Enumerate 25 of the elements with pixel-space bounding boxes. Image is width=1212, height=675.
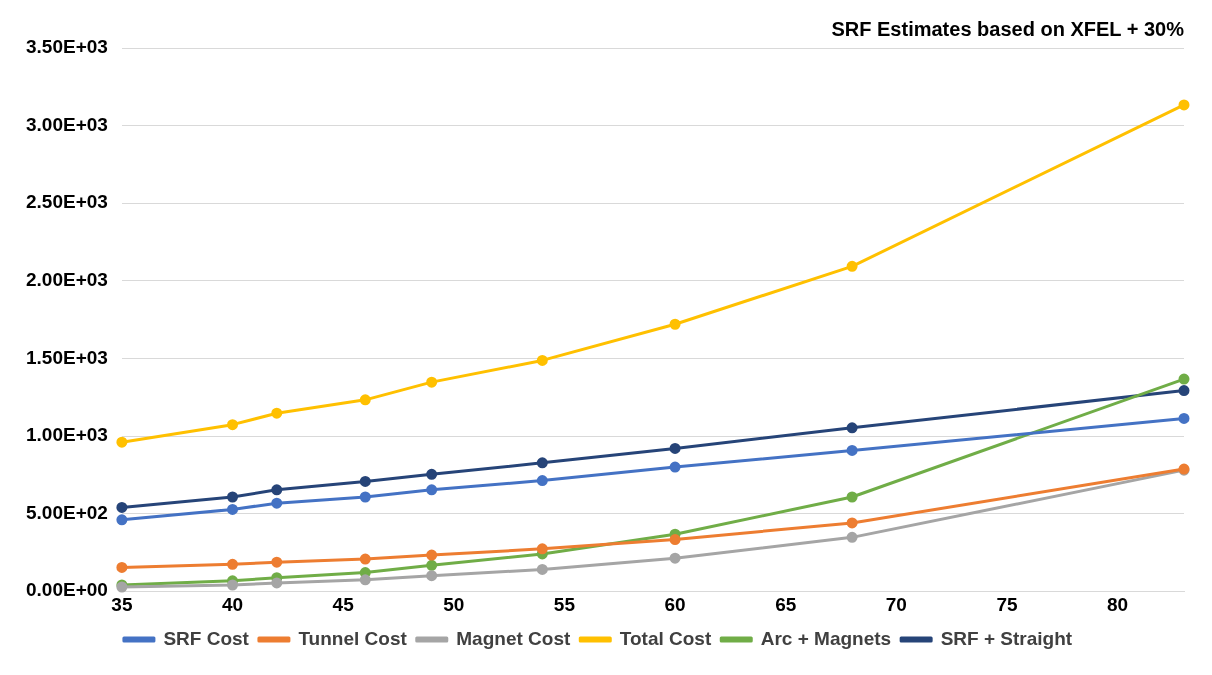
legend-label: Tunnel Cost bbox=[298, 627, 408, 649]
y-tick-label: 0.00E+00 bbox=[25, 579, 108, 601]
y-tick-label: 3.00E+03 bbox=[25, 113, 108, 135]
legend-label: Total Cost bbox=[619, 627, 712, 649]
y-tick-label: 5.00E+02 bbox=[25, 501, 108, 523]
y-tick-label: 1.00E+03 bbox=[25, 424, 108, 446]
x-tick-label: 40 bbox=[221, 593, 244, 615]
x-tick-label: 35 bbox=[111, 593, 133, 615]
y-tick-label: 2.00E+03 bbox=[25, 269, 108, 291]
legend-label: Arc + Magnets bbox=[760, 627, 892, 649]
x-tick-label: 75 bbox=[996, 593, 1018, 615]
legend-label: Magnet Cost bbox=[456, 627, 571, 649]
chart-title: SRF Estimates based on XFEL + 30% bbox=[831, 17, 1185, 40]
legend-label: SRF Cost bbox=[163, 627, 250, 649]
y-tick-label: 1.50E+03 bbox=[25, 346, 108, 368]
y-tick-label: 2.50E+03 bbox=[25, 191, 108, 213]
x-tick-label: 80 bbox=[1107, 593, 1129, 615]
x-tick-label: 55 bbox=[553, 593, 576, 615]
x-tick-label: 60 bbox=[664, 593, 686, 615]
x-tick-label: 70 bbox=[885, 593, 907, 615]
x-tick-label: 50 bbox=[443, 593, 465, 615]
y-tick-label: 3.50E+03 bbox=[25, 36, 108, 58]
legend-label: SRF + Straight bbox=[940, 627, 1073, 649]
x-tick-label: 65 bbox=[775, 593, 797, 615]
x-tick-label: 45 bbox=[332, 593, 355, 615]
